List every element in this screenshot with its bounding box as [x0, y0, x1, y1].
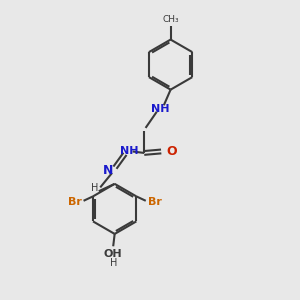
Text: Br: Br: [148, 197, 161, 207]
Text: OH: OH: [104, 249, 122, 259]
Text: N: N: [103, 164, 113, 177]
Text: H: H: [110, 258, 117, 268]
Text: Br: Br: [68, 197, 82, 207]
Text: O: O: [166, 145, 177, 158]
Text: H: H: [92, 183, 99, 193]
Text: NH: NH: [151, 104, 169, 114]
Text: NH: NH: [120, 146, 138, 157]
Text: CH₃: CH₃: [162, 15, 179, 24]
